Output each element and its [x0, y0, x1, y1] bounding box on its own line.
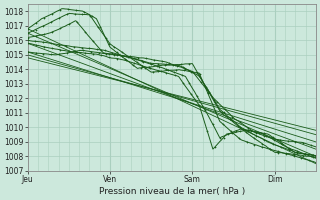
- X-axis label: Pression niveau de la mer( hPa ): Pression niveau de la mer( hPa ): [99, 187, 245, 196]
